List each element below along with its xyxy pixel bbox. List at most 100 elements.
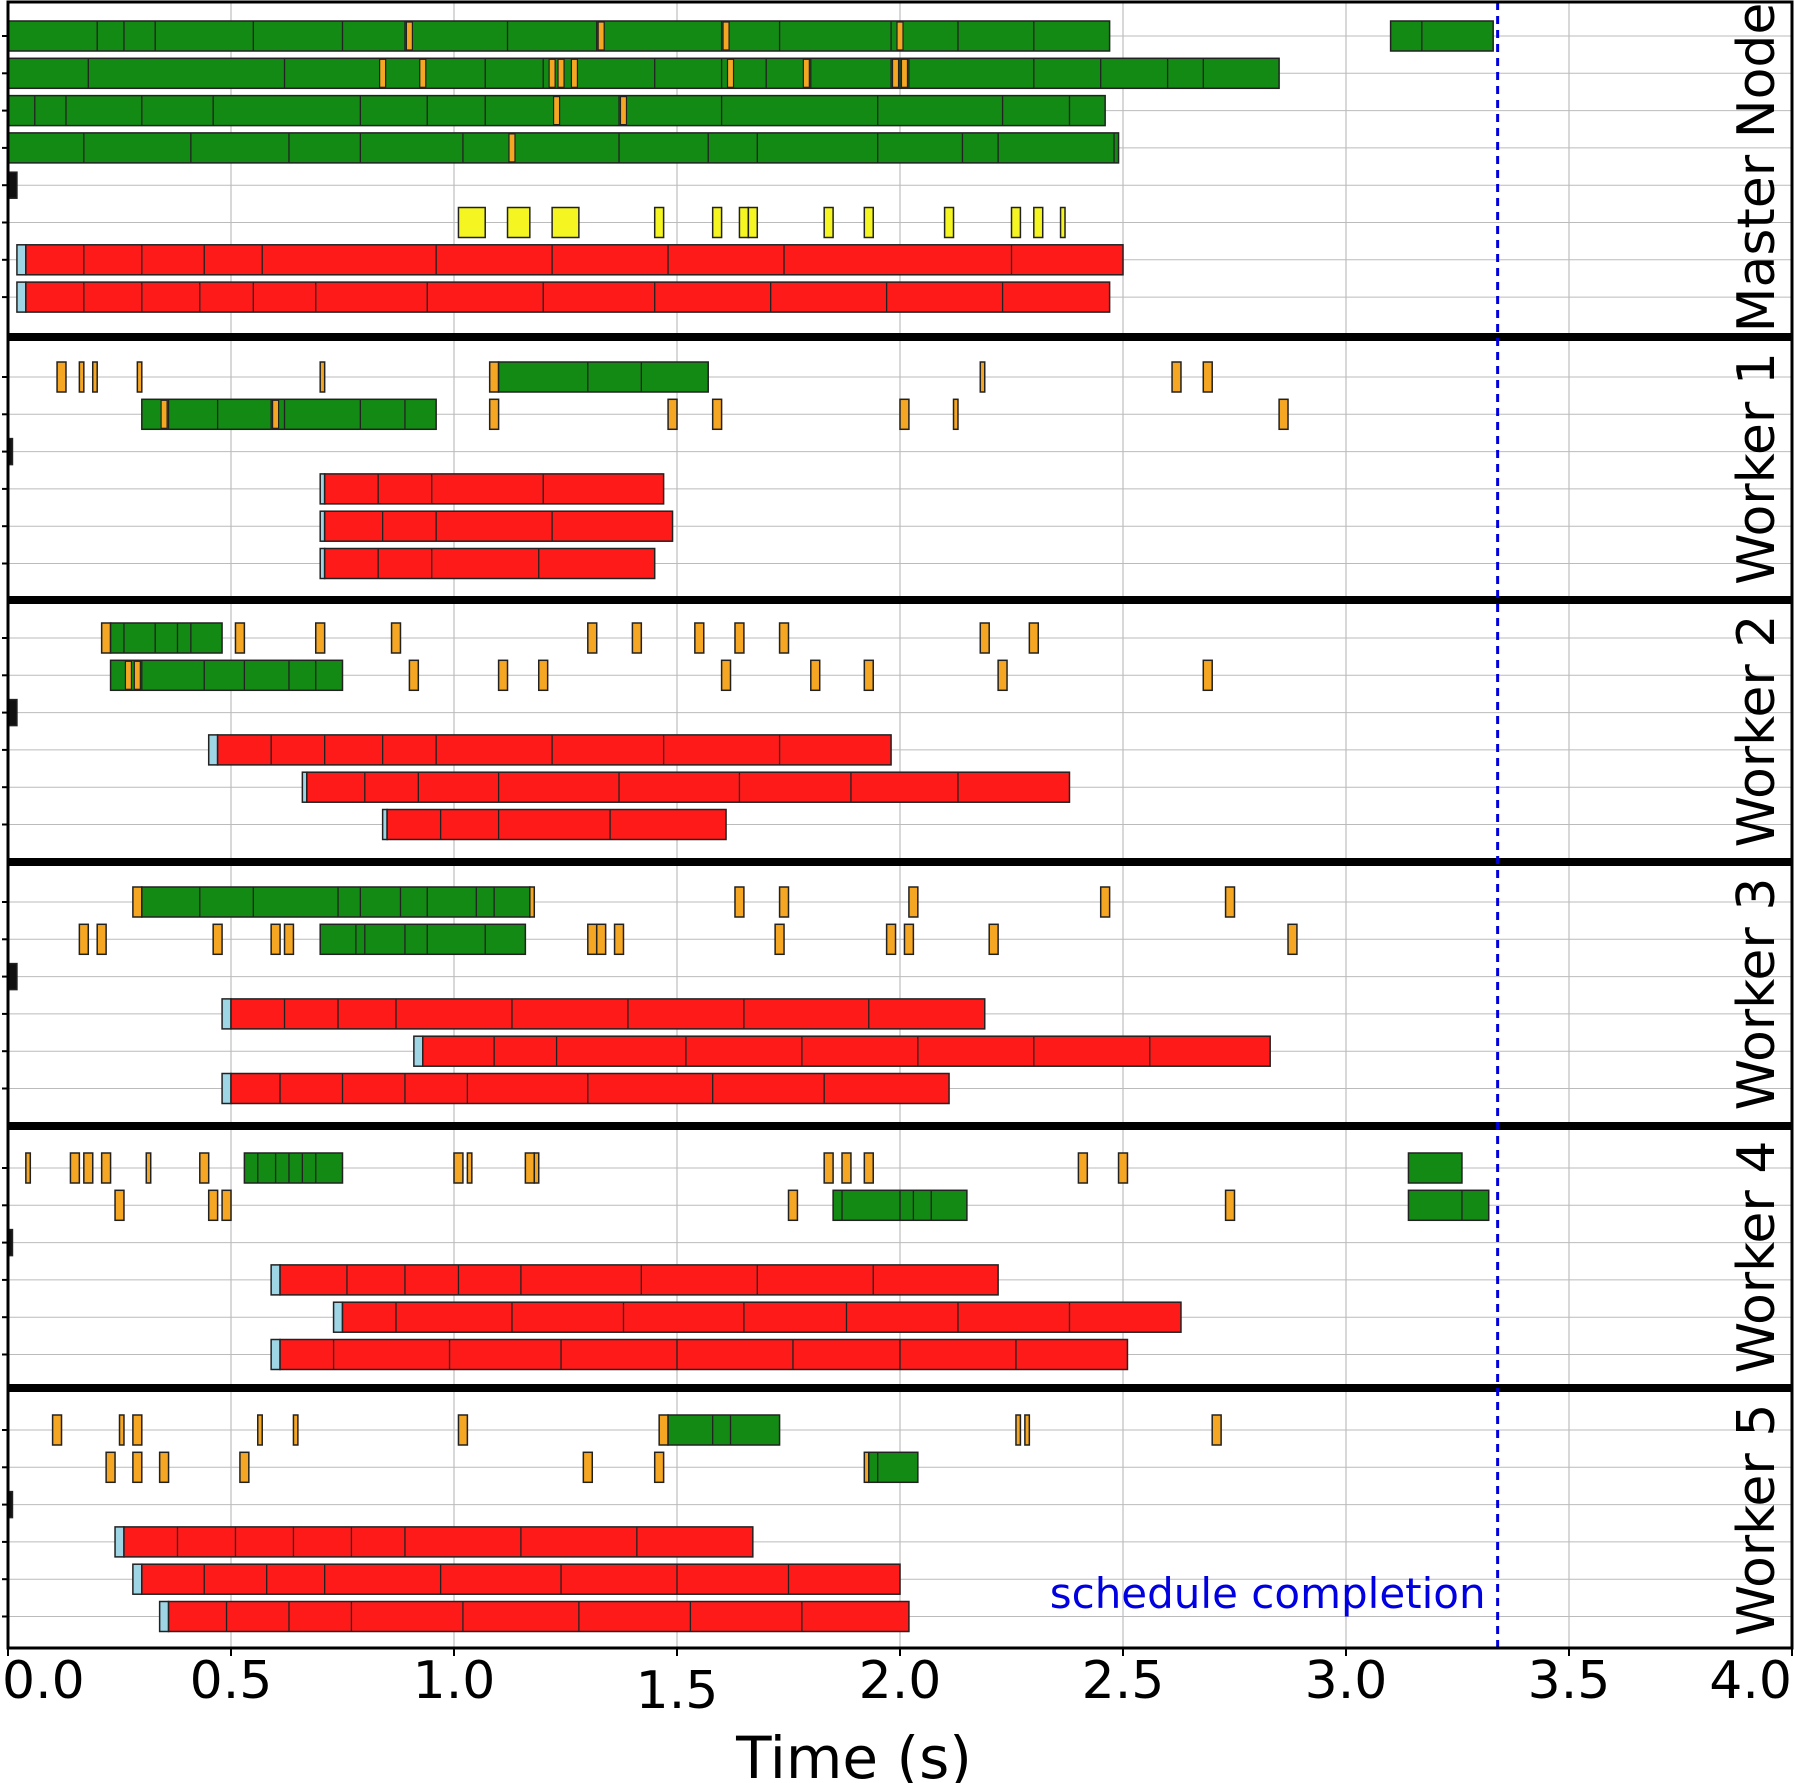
- task-bar-orange: [667, 398, 678, 431]
- task-bar-yellow: [551, 206, 580, 239]
- task-bar-orange: [158, 1451, 170, 1484]
- task-bar-orange: [582, 1451, 594, 1484]
- task-bar-green: [243, 1152, 344, 1184]
- inline-marker: [133, 660, 141, 690]
- task-bar-orange: [270, 923, 281, 956]
- task-bar-orange: [1278, 398, 1289, 431]
- task-bar-red: [230, 1072, 950, 1105]
- task-bar-yellow: [653, 206, 665, 239]
- task-bar-orange: [979, 622, 990, 654]
- inline-marker: [508, 133, 516, 163]
- task-bar-orange: [631, 622, 643, 654]
- inline-marker: [726, 58, 735, 88]
- x-tick-label: 4.0: [1709, 1651, 1792, 1711]
- task-bar-orange: [497, 659, 509, 692]
- task-bar-lightblue: [221, 998, 232, 1030]
- task-bar-orange: [239, 1451, 250, 1484]
- task-bar-orange: [595, 923, 607, 956]
- task-bar-orange: [694, 622, 705, 654]
- inline-marker: [802, 58, 810, 88]
- task-bar-orange: [319, 361, 326, 393]
- task-bar-orange: [100, 622, 112, 654]
- task-bar-orange: [1202, 361, 1213, 393]
- task-bar-orange: [841, 1152, 852, 1184]
- task-bar-orange: [91, 361, 98, 393]
- task-bar-orange: [118, 1414, 125, 1446]
- task-bar-yellow: [738, 206, 750, 239]
- group-separator: [8, 1384, 1792, 1392]
- task-bar-orange: [903, 923, 915, 956]
- task-bar-orange: [778, 886, 790, 918]
- task-bar-green: [1407, 1152, 1463, 1184]
- task-bar-orange: [1099, 886, 1111, 918]
- group-separator: [8, 858, 1792, 866]
- task-bar-orange: [1015, 1414, 1022, 1446]
- task-bar-orange: [234, 622, 246, 654]
- task-bar-orange: [100, 1152, 112, 1184]
- task-bar-orange: [587, 923, 598, 956]
- task-bar-red: [123, 1526, 754, 1558]
- task-bar-orange: [720, 659, 732, 692]
- task-bar-red: [167, 1600, 910, 1633]
- task-bar-red: [216, 734, 892, 766]
- x-axis-label: Time (s): [735, 1724, 972, 1783]
- task-bar-lightblue: [114, 1526, 125, 1558]
- task-bar-yellow: [943, 206, 955, 239]
- task-bar-red: [306, 771, 1071, 803]
- task-bar-yellow: [711, 206, 723, 239]
- x-axis-ticks: 0.0 0.5 1.0 1.5 2.0 2.5 3.0 3.5 4.0: [2, 1648, 1793, 1721]
- group-label: Worker 1: [1727, 352, 1787, 585]
- x-tick-label: 2.5: [1082, 1651, 1165, 1711]
- task-bar-red: [422, 1035, 1271, 1067]
- schedule-completion-label: schedule completion: [1050, 1569, 1486, 1618]
- task-bar-orange: [457, 1414, 469, 1446]
- task-bar-orange: [283, 923, 295, 956]
- task-bar-orange: [132, 1414, 143, 1446]
- task-bar-orange: [199, 1152, 210, 1184]
- task-bar-orange: [997, 659, 1008, 692]
- task-bar-red: [279, 1264, 999, 1296]
- inline-marker: [405, 21, 413, 51]
- inline-marker: [900, 58, 909, 88]
- task-bar-orange: [537, 659, 549, 692]
- task-bar-orange: [1211, 1414, 1222, 1446]
- inline-marker: [722, 21, 730, 51]
- task-bar-green: [667, 1414, 781, 1446]
- task-bar-green: [319, 923, 527, 956]
- task-bar-lightblue: [132, 1563, 143, 1595]
- task-bar-orange: [885, 923, 897, 956]
- task-bar-green: [141, 886, 531, 918]
- inline-marker: [896, 21, 904, 51]
- task-bar-yellow: [1059, 206, 1066, 239]
- task-bar-orange: [658, 1414, 669, 1446]
- task-bar-orange: [988, 923, 999, 956]
- task-bar-orange: [533, 1152, 540, 1184]
- task-bar-orange: [524, 1152, 536, 1184]
- x-tick-label: 2.0: [859, 1651, 942, 1711]
- task-bar-orange: [78, 923, 90, 956]
- inline-marker: [160, 399, 168, 429]
- task-bar-orange: [899, 398, 910, 431]
- group-label: Worker 4: [1727, 1141, 1787, 1374]
- task-bar-green: [109, 659, 344, 692]
- task-bar-orange: [823, 1152, 834, 1184]
- task-bar-lightblue: [158, 1600, 170, 1633]
- task-bar-yellow: [863, 206, 874, 239]
- task-bar-orange: [51, 1414, 63, 1446]
- task-bar-orange: [488, 361, 500, 393]
- task-bar-orange: [908, 886, 919, 918]
- group-label: Worker 5: [1727, 1404, 1787, 1637]
- task-bar-yellow: [1033, 206, 1044, 239]
- task-bar-orange: [114, 1189, 125, 1222]
- task-bar-orange: [613, 923, 625, 956]
- task-bar-lightblue: [270, 1338, 281, 1371]
- group-separator: [8, 333, 1792, 341]
- task-bar-orange: [132, 1451, 143, 1484]
- inline-marker: [419, 58, 427, 88]
- task-bar-orange: [207, 1189, 219, 1222]
- task-bar-orange: [1224, 1189, 1236, 1222]
- task-bar-orange: [734, 622, 745, 654]
- task-bar-orange: [136, 361, 143, 393]
- inline-marker: [557, 58, 565, 88]
- group-label: Worker 2: [1727, 615, 1787, 848]
